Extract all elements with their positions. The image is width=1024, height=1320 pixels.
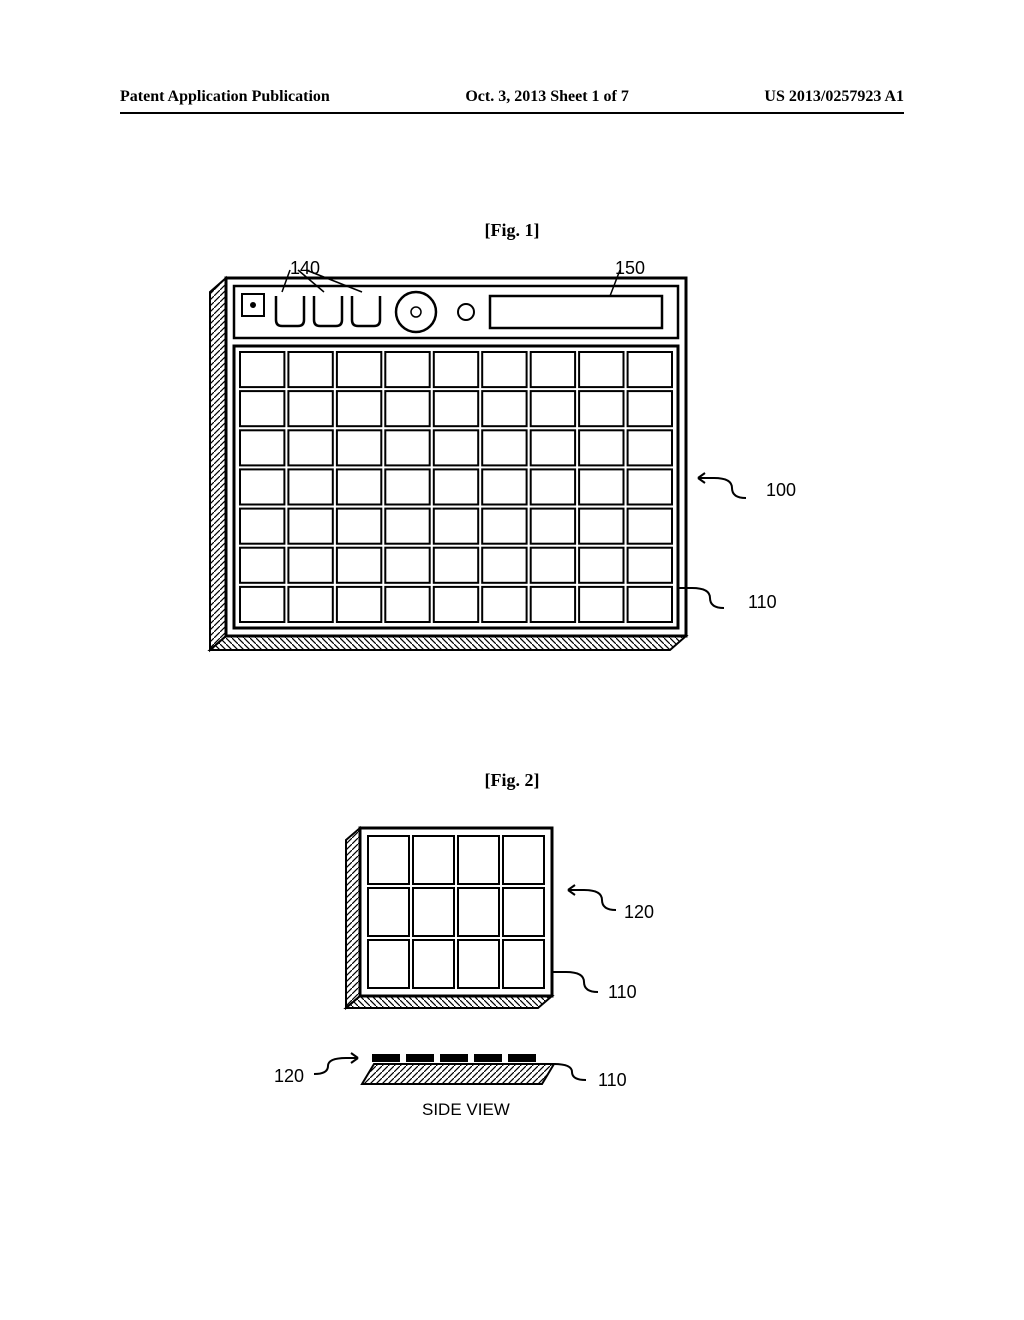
fig1-title: [Fig. 1] bbox=[0, 220, 1024, 241]
header-rule bbox=[120, 112, 904, 114]
sideview-caption: SIDE VIEW bbox=[422, 1100, 510, 1120]
label-120-top: 120 bbox=[624, 902, 654, 923]
fig1-grid bbox=[240, 352, 672, 622]
fig1-svg bbox=[190, 272, 830, 692]
label-110-bot: 110 bbox=[598, 1070, 627, 1091]
label-110-top: 110 bbox=[608, 982, 637, 1003]
header-left: Patent Application Publication bbox=[120, 88, 330, 106]
figure-1: 140 150 bbox=[210, 258, 710, 662]
label-100: 100 bbox=[766, 480, 796, 501]
header-center: Oct. 3, 2013 Sheet 1 of 7 bbox=[465, 88, 629, 106]
label-120-bot: 120 bbox=[274, 1066, 304, 1087]
fig2-title: [Fig. 2] bbox=[0, 770, 1024, 791]
figure-2: 120 110 120 110 SIDE VIEW bbox=[326, 820, 706, 1180]
header-right: US 2013/0257923 A1 bbox=[764, 88, 904, 106]
label-110: 110 bbox=[748, 592, 777, 613]
